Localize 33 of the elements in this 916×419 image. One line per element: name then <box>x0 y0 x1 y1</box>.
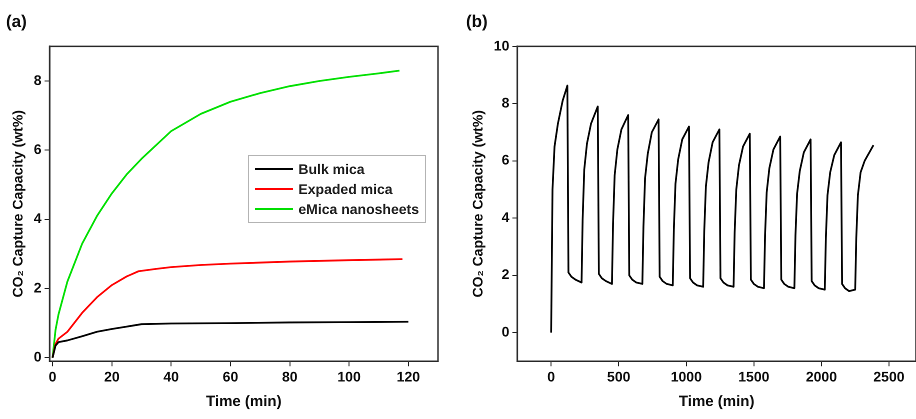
x-axis-title: Time (min) <box>678 393 754 410</box>
y-tick-label: 8 <box>502 94 510 110</box>
x-tick-label: 120 <box>396 368 420 384</box>
y-axis-title: CO₂ Capture Capacity (wt%) <box>469 110 486 298</box>
y-tick-label: 2 <box>502 266 510 282</box>
y-tick-label: 6 <box>34 141 42 158</box>
x-tick-label: 1000 <box>670 368 702 384</box>
y-tick-label: 6 <box>502 152 510 168</box>
x-tick-label: 0 <box>547 368 556 384</box>
x-tick-label: 40 <box>163 368 180 384</box>
x-tick-label: 80 <box>282 368 298 384</box>
x-axis-title: Time (min) <box>206 393 282 410</box>
y-axis-title: CO₂ Capture Capacity (wt%) <box>9 110 26 298</box>
x-tick-label: 500 <box>607 368 631 384</box>
x-tick-label: 2000 <box>806 368 838 384</box>
legend-label: Expaded mica <box>298 180 393 200</box>
chart-title: (a) <box>6 12 27 31</box>
y-tick-label: 0 <box>34 348 42 365</box>
x-tick-label: 60 <box>222 368 238 384</box>
y-tick-label: 0 <box>502 323 510 340</box>
y-tick-label: 4 <box>34 210 42 226</box>
x-tick-label: 0 <box>48 368 57 384</box>
y-tick-label: 8 <box>34 72 42 88</box>
legend-label: eMica nanosheets <box>298 200 419 220</box>
x-tick-label: 1500 <box>738 368 770 384</box>
y-tick-label: 10 <box>494 37 510 54</box>
y-tick-label: 4 <box>502 208 510 225</box>
chart-title: (b) <box>466 12 488 31</box>
legend-label: Bulk mica <box>298 160 365 180</box>
x-tick-label: 20 <box>104 368 120 384</box>
x-tick-label: 2500 <box>873 368 905 384</box>
x-tick-label: 100 <box>337 368 361 384</box>
y-tick-label: 2 <box>34 279 42 296</box>
